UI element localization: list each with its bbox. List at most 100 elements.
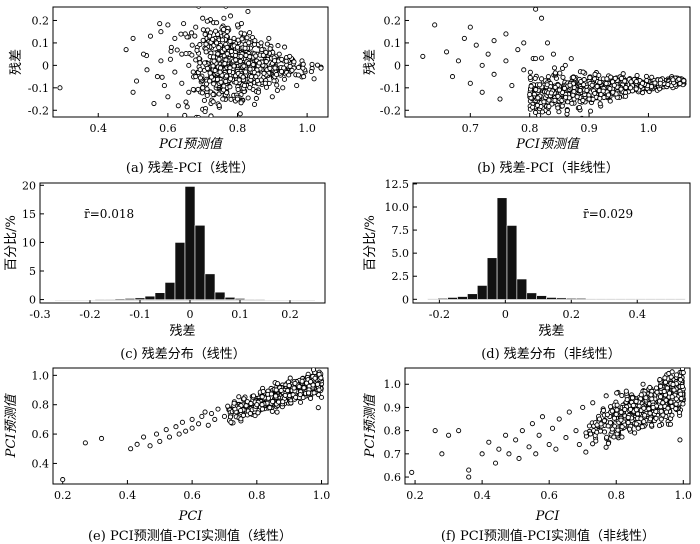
scatter-point	[256, 60, 262, 66]
x-tick-label: 0.9	[580, 122, 598, 135]
scatter-point	[202, 109, 208, 115]
scatter-point	[614, 390, 620, 396]
histogram-bar	[234, 298, 246, 300]
histogram-bar	[645, 298, 656, 300]
scatter-point	[432, 428, 438, 434]
y-tick-label: 5	[29, 265, 36, 278]
scatter-point	[594, 83, 600, 89]
scatter-point	[189, 425, 195, 431]
scatter-point	[632, 430, 638, 436]
panel-b: 0.7 0.8 0.9 1.0 -0.2 -0.1 0 0.1 0.2 PCI预测值 残差 (b) 残…	[363, 6, 691, 176]
plot-area	[409, 358, 686, 480]
scatter-point	[318, 375, 324, 381]
scatter-point	[228, 48, 234, 55]
histogram-bar	[184, 186, 196, 300]
scatter-point	[223, 7, 229, 9]
scatter-point	[168, 44, 174, 50]
scatter-point	[546, 97, 552, 103]
scatter-point	[275, 43, 281, 49]
scatter-point	[153, 431, 160, 437]
histogram-bar	[114, 298, 126, 300]
scatter-point	[233, 79, 239, 85]
x-tick-label: 0.6	[159, 122, 177, 135]
scatter-point	[204, 92, 210, 99]
y-tick-label: 2.5	[392, 270, 410, 283]
scatter-point	[219, 0, 223, 4]
scatter-point	[280, 399, 286, 405]
scatter-point	[274, 87, 280, 93]
scatter-point	[224, 51, 230, 57]
histogram-bar	[546, 297, 557, 300]
scatter-point	[232, 52, 239, 59]
scatter-point	[200, 27, 206, 33]
scatter-point	[200, 37, 206, 43]
scatter-point	[668, 374, 674, 380]
scatter-point	[521, 67, 527, 73]
y-tick-label: 20	[22, 179, 36, 192]
scatter-point	[649, 422, 655, 428]
scatter-point	[658, 416, 664, 422]
scatter-point	[544, 82, 550, 88]
scatter-point	[220, 96, 226, 102]
scatter-point	[679, 358, 683, 362]
scatter-point	[638, 392, 644, 398]
scatter-point	[527, 69, 533, 75]
scatter-point	[521, 40, 527, 46]
scatter-point	[669, 394, 675, 400]
scatter-point	[563, 94, 569, 100]
scatter-point	[287, 53, 293, 59]
scatter-point	[618, 86, 624, 92]
histogram-bar	[204, 273, 216, 300]
scatter-point	[666, 390, 673, 396]
scatter-point	[207, 78, 213, 84]
scatter-point	[533, 7, 539, 12]
scatter-point	[234, 96, 241, 102]
x-tick-label: 0.4	[473, 489, 491, 502]
panel-caption: (e) PCI预测值-PCI实测值（线性）	[88, 528, 292, 544]
histogram-bar	[556, 297, 567, 300]
scatter-point	[234, 44, 241, 50]
scatter-point	[222, 61, 228, 67]
scatter-point	[166, 434, 173, 440]
scatter-point	[613, 411, 619, 417]
y-tick-label: 1.0	[384, 378, 402, 391]
x-tick-label: 0.8	[248, 489, 266, 502]
scatter-point	[281, 65, 287, 71]
scatter-point	[600, 88, 606, 94]
scatter-point	[214, 20, 220, 26]
scatter-point	[182, 31, 188, 37]
scatter-point	[262, 80, 268, 86]
scatter-point	[275, 381, 281, 387]
y-tick-label: 1.0	[32, 369, 50, 382]
scatter-point	[128, 446, 134, 452]
scatter-point	[665, 81, 671, 88]
scatter-point	[539, 76, 545, 82]
histogram-bar	[254, 298, 266, 300]
scatter-point	[648, 392, 654, 398]
scatter-point	[292, 380, 298, 386]
scatter-point	[580, 404, 586, 410]
scatter-point	[530, 104, 536, 110]
scatter-point	[189, 416, 195, 422]
scatter-point	[254, 78, 260, 84]
scatter-point	[528, 83, 534, 89]
scatter-point	[259, 394, 265, 400]
panel-f: 0.2 0.4 0.6 0.8 1.0 0.6 0.7 0.8 0.9 1.0 PCI PCI预测值 (…	[363, 358, 692, 544]
histogram-bar	[64, 298, 76, 301]
scatter-point	[308, 69, 314, 75]
scatter-point	[208, 74, 215, 80]
scatter-point	[158, 29, 164, 35]
histogram-bar	[304, 298, 316, 301]
scatter-point	[227, 38, 233, 44]
scatter-point	[159, 74, 165, 80]
scatter-point	[642, 412, 648, 418]
scatter-point	[286, 383, 292, 389]
scatter-point	[555, 105, 561, 111]
scatter-point	[308, 379, 314, 385]
scatter-point	[57, 85, 63, 91]
y-tick-label: 0.4	[32, 457, 50, 470]
histogram-bar	[84, 298, 96, 301]
scatter-point	[432, 22, 438, 28]
x-tick-label: 0.8	[521, 122, 539, 135]
scatter-point	[216, 45, 222, 51]
